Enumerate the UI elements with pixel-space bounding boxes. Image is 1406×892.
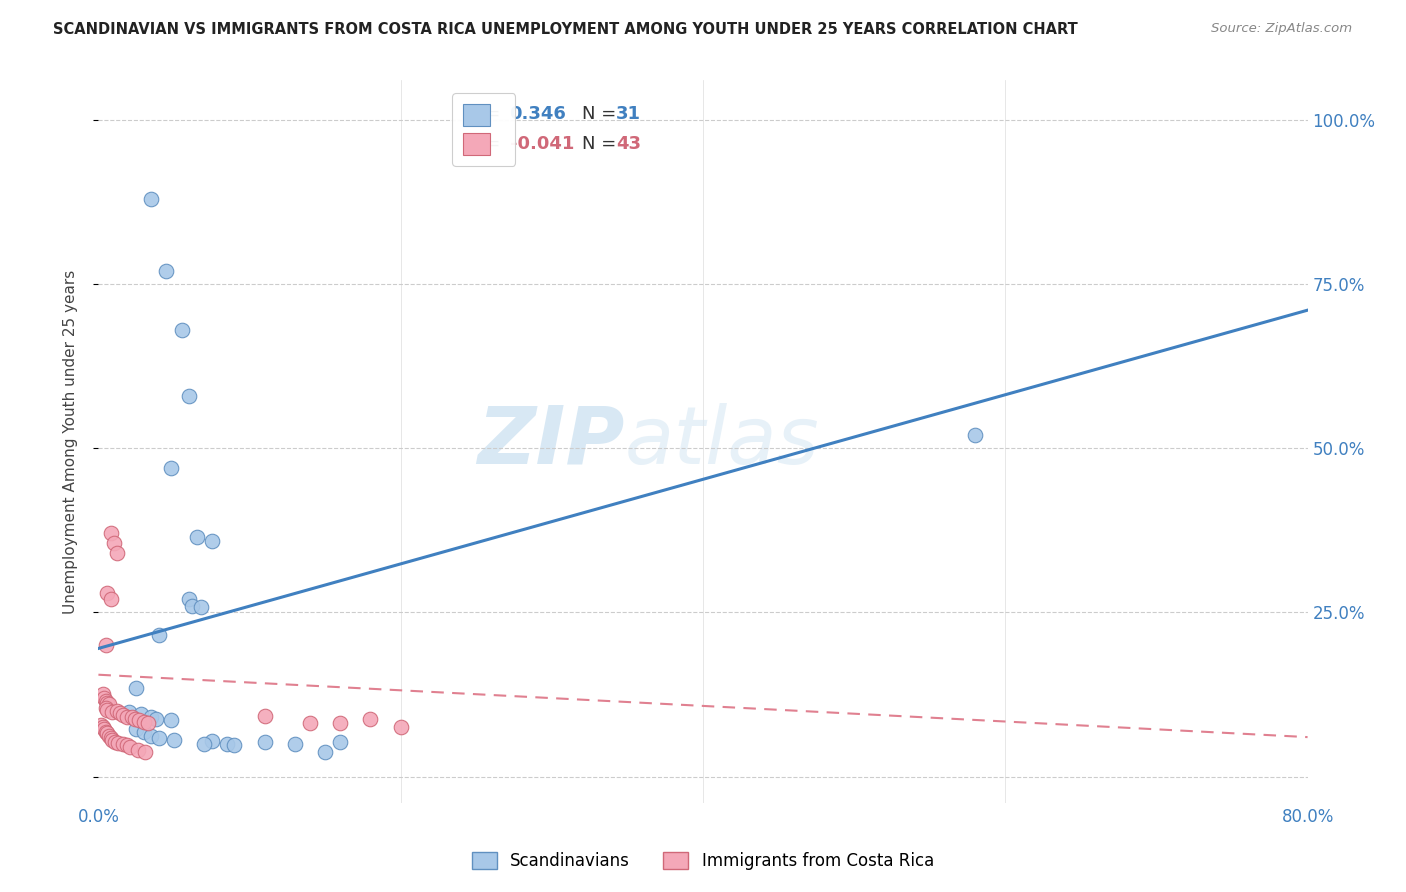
Point: [90, 718, 112, 732]
Point: [314, 745, 336, 759]
Point: [170, 323, 193, 337]
Text: R =: R =: [467, 135, 506, 153]
Point: [96, 726, 118, 740]
Point: [148, 628, 170, 642]
Point: [160, 460, 183, 475]
Point: [98, 729, 121, 743]
Point: [96, 585, 118, 599]
Text: Source: ZipAtlas.com: Source: ZipAtlas.com: [1212, 22, 1353, 36]
Point: [93, 723, 115, 737]
Point: [96, 696, 118, 710]
Point: [105, 704, 128, 718]
Text: R =: R =: [467, 105, 506, 123]
Point: [179, 388, 201, 402]
Point: [360, 712, 382, 726]
Point: [215, 737, 238, 751]
Point: [224, 738, 246, 752]
Point: [181, 599, 204, 613]
Point: [118, 705, 141, 719]
Point: [107, 736, 129, 750]
Point: [96, 702, 118, 716]
Point: [125, 681, 148, 695]
Point: [98, 698, 121, 712]
Point: [163, 732, 186, 747]
Point: [100, 526, 122, 541]
Point: [121, 710, 143, 724]
Point: [115, 738, 138, 752]
Text: atlas: atlas: [624, 402, 820, 481]
Legend: Scandinavians, Immigrants from Costa Rica: Scandinavians, Immigrants from Costa Ric…: [465, 845, 941, 877]
Point: [179, 592, 201, 607]
Point: [284, 737, 307, 751]
Point: [201, 534, 224, 549]
Legend: , : ,: [453, 93, 515, 166]
Point: [201, 734, 224, 748]
Point: [94, 724, 117, 739]
Point: [127, 743, 149, 757]
Point: [103, 536, 125, 550]
Point: [91, 687, 114, 701]
Point: [129, 707, 152, 722]
Point: [101, 705, 124, 719]
Point: [141, 192, 163, 206]
Point: [101, 733, 124, 747]
Text: SCANDINAVIAN VS IMMIGRANTS FROM COSTA RICA UNEMPLOYMENT AMONG YOUTH UNDER 25 YEA: SCANDINAVIAN VS IMMIGRANTS FROM COSTA RI…: [53, 22, 1078, 37]
Point: [253, 709, 276, 723]
Text: 43: 43: [616, 135, 641, 153]
Point: [134, 745, 156, 759]
Point: [193, 737, 215, 751]
Point: [120, 739, 142, 754]
Point: [141, 710, 163, 724]
Point: [155, 264, 177, 278]
Text: N =: N =: [582, 135, 621, 153]
Text: ZIP: ZIP: [477, 402, 624, 481]
Text: -0.041: -0.041: [509, 135, 574, 153]
Point: [104, 735, 127, 749]
Point: [91, 720, 114, 734]
Text: N =: N =: [582, 105, 621, 123]
Point: [100, 731, 122, 746]
Point: [115, 710, 138, 724]
Point: [329, 715, 352, 730]
Point: [111, 737, 134, 751]
Text: 0.346: 0.346: [509, 105, 567, 123]
Point: [111, 708, 134, 723]
Point: [105, 546, 128, 560]
Point: [125, 723, 148, 737]
Point: [136, 715, 159, 730]
Point: [128, 713, 150, 727]
Point: [124, 712, 146, 726]
Point: [253, 735, 276, 749]
Point: [141, 729, 163, 743]
Point: [148, 731, 170, 746]
Point: [100, 592, 122, 607]
Point: [190, 600, 212, 615]
Point: [94, 638, 117, 652]
Point: [389, 720, 412, 734]
Point: [160, 713, 183, 727]
Point: [329, 735, 352, 749]
Point: [94, 700, 117, 714]
Text: 31: 31: [616, 105, 641, 123]
Point: [299, 715, 322, 730]
Point: [132, 714, 155, 729]
Y-axis label: Unemployment Among Youth under 25 years: Unemployment Among Youth under 25 years: [63, 269, 77, 614]
Point: [108, 706, 131, 720]
Point: [132, 724, 155, 739]
Point: [94, 694, 117, 708]
Point: [145, 712, 167, 726]
Point: [965, 428, 987, 442]
Point: [186, 530, 208, 544]
Point: [93, 690, 115, 705]
